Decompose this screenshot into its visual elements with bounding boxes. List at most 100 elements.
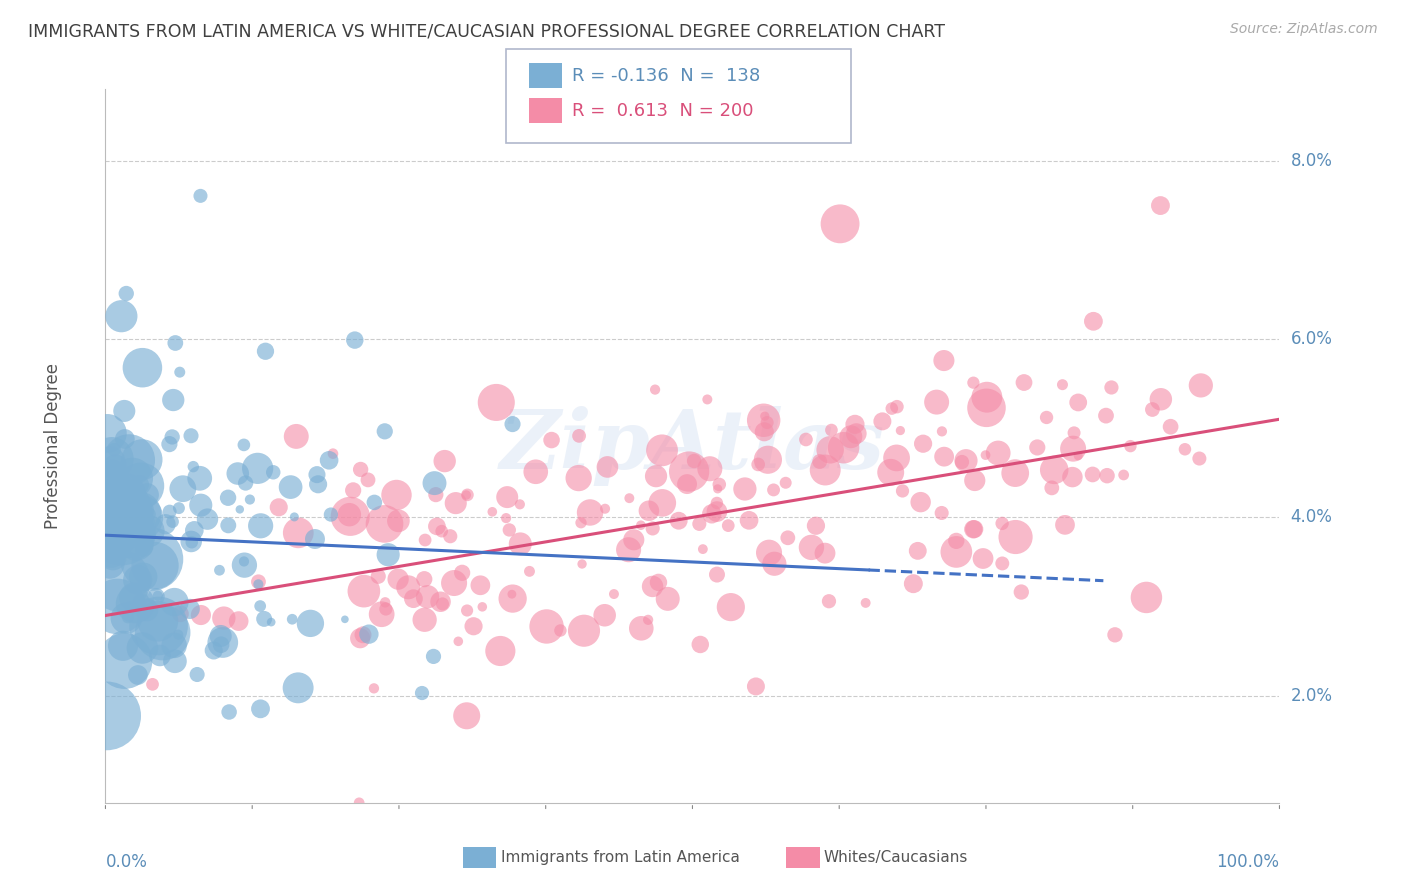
Point xyxy=(706,505,728,519)
Point xyxy=(485,395,508,409)
Point xyxy=(374,602,396,616)
Point xyxy=(114,487,136,501)
Point xyxy=(107,482,129,496)
Point xyxy=(456,488,478,502)
Point xyxy=(149,648,172,663)
Point xyxy=(318,453,340,467)
Text: 0.0%: 0.0% xyxy=(105,853,148,871)
Point xyxy=(186,667,208,681)
Point xyxy=(396,580,419,594)
Point xyxy=(96,472,118,486)
Point xyxy=(197,512,219,526)
Point xyxy=(319,508,342,522)
Point xyxy=(246,461,269,475)
Point xyxy=(129,479,152,493)
Point xyxy=(107,599,129,614)
Point xyxy=(443,576,465,591)
Point xyxy=(98,455,121,469)
Point xyxy=(696,392,718,407)
Point xyxy=(706,496,728,510)
Point xyxy=(776,531,799,545)
Point xyxy=(706,482,728,496)
Point xyxy=(159,505,181,519)
Point xyxy=(180,534,202,549)
Point xyxy=(1043,463,1066,477)
Text: 2.0%: 2.0% xyxy=(1291,687,1333,705)
Point xyxy=(509,497,531,511)
Point xyxy=(569,516,592,530)
Point xyxy=(111,522,134,536)
Point xyxy=(509,537,531,551)
Point xyxy=(285,429,308,443)
Point xyxy=(974,448,997,462)
Point xyxy=(678,465,700,479)
Point xyxy=(756,416,779,430)
Point xyxy=(118,599,141,613)
Point xyxy=(357,473,380,487)
Point xyxy=(249,518,271,533)
Point xyxy=(907,544,929,558)
Point xyxy=(385,488,408,502)
Point xyxy=(101,465,124,479)
Point xyxy=(1067,449,1090,463)
Point xyxy=(211,635,233,649)
Point xyxy=(180,429,202,443)
Point xyxy=(814,463,837,477)
Point xyxy=(619,491,641,505)
Point xyxy=(880,401,903,416)
Point xyxy=(387,572,409,586)
Point xyxy=(162,515,184,529)
Point xyxy=(115,492,138,507)
Point xyxy=(413,533,436,547)
Point xyxy=(129,510,152,524)
Point xyxy=(734,482,756,496)
Point xyxy=(131,595,153,609)
Point xyxy=(100,546,122,560)
Point xyxy=(762,483,785,497)
Point xyxy=(107,524,129,538)
Point xyxy=(131,360,153,375)
Point xyxy=(267,500,290,515)
Point xyxy=(645,469,668,483)
Point xyxy=(141,677,163,691)
Point xyxy=(387,514,409,528)
Point xyxy=(349,632,371,646)
Point xyxy=(1142,402,1164,417)
Point xyxy=(489,644,512,658)
Point xyxy=(114,654,136,668)
Point xyxy=(886,450,908,465)
Point xyxy=(758,546,780,560)
Point xyxy=(550,624,572,638)
Text: R = -0.136  N =  138: R = -0.136 N = 138 xyxy=(572,67,761,85)
Point xyxy=(1062,470,1084,484)
Point xyxy=(97,506,120,520)
Point xyxy=(228,614,250,628)
Point xyxy=(496,490,519,504)
Point xyxy=(97,483,120,497)
Point xyxy=(987,446,1010,460)
Point xyxy=(1067,395,1090,409)
Point xyxy=(96,426,118,441)
Point xyxy=(444,496,467,510)
Point xyxy=(738,513,761,527)
Point xyxy=(845,426,868,441)
Point xyxy=(709,477,731,491)
Point xyxy=(1035,410,1057,425)
Point xyxy=(1104,628,1126,642)
Point xyxy=(593,608,616,623)
Text: Professional Degree: Professional Degree xyxy=(44,363,62,529)
Point xyxy=(262,465,284,479)
Point xyxy=(181,459,204,474)
Point xyxy=(229,502,252,516)
Point xyxy=(188,471,211,485)
Point xyxy=(349,462,371,476)
Point xyxy=(1112,467,1135,482)
Point xyxy=(422,649,444,664)
Point xyxy=(498,523,520,537)
Point xyxy=(593,501,616,516)
Point xyxy=(160,430,183,444)
Point xyxy=(536,619,558,633)
Point xyxy=(363,495,385,509)
Point xyxy=(603,587,626,601)
Point xyxy=(912,436,935,450)
